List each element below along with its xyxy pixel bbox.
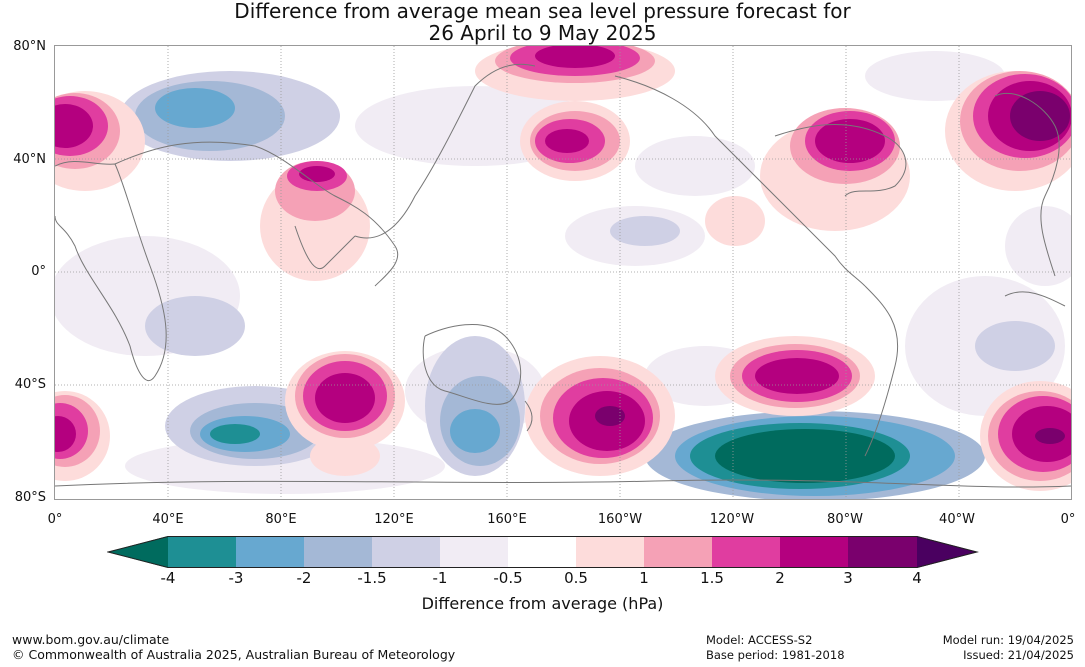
colorbar-segment-4 [372, 536, 440, 568]
colorbar-label-2: -3 [228, 569, 244, 587]
lon-label-160w: 160°W [597, 512, 643, 527]
lon-label-120e: 120°E [374, 512, 414, 527]
lat-label-80s: 80°S [14, 490, 46, 505]
lon-label-40e: 40°E [152, 512, 184, 527]
colorbar-segment-8 [644, 536, 712, 568]
lon-label-0-right: 0° [1060, 512, 1076, 527]
amundsen-low-core [715, 429, 895, 483]
lat-label-40n: 40°N [13, 152, 46, 167]
colorbar-arrow-left [107, 536, 168, 568]
colorbar-segment-1 [168, 536, 236, 568]
colorbar-label-9: 1.5 [700, 569, 724, 587]
lat-label-40s: 40°S [14, 377, 46, 392]
pressure-anomaly-map [54, 45, 1072, 500]
footer-run-info: Model run: 19/04/2025 Issued: 21/04/2025 [943, 633, 1074, 663]
colorbar-label-8: 1 [639, 569, 649, 587]
colorbar-label-1: -4 [160, 569, 176, 587]
colorbar-label-5: -1 [432, 569, 448, 587]
colorbar-segment-2 [236, 536, 304, 568]
colorbar-label-3: -2 [296, 569, 312, 587]
lon-label-120w: 120°W [709, 512, 755, 527]
lon-label-40w: 40°W [939, 512, 975, 527]
footer-model-run: Model run: 19/04/2025 [942, 633, 1074, 647]
colorbar-label-7: 0.5 [564, 569, 588, 587]
colorbar-label-10: 2 [775, 569, 785, 587]
colorbar-segment-6 [508, 536, 576, 568]
colorbar-segment-3 [304, 536, 372, 568]
extreme-positive-regions [595, 91, 1070, 444]
colorbar-segment-11 [848, 536, 917, 568]
chart-title: Difference from average mean sea level p… [0, 0, 1085, 44]
lon-label-0: 0° [47, 512, 63, 527]
footer-model: Model: ACCESS-S2 [706, 633, 813, 647]
footer-base-period: Base period: 1981-2018 [706, 648, 845, 662]
colorbar-segment-10 [780, 536, 848, 568]
lon-label-80w: 80°W [827, 512, 863, 527]
footer-issued: Issued: 21/04/2025 [963, 648, 1074, 662]
colorbar-title: Difference from average (hPa) [421, 594, 664, 613]
graticule [55, 46, 1071, 499]
colorbar-label-12: 4 [912, 569, 922, 587]
footer-url: www.bom.gov.au/climate [12, 632, 170, 647]
colorbar-segment-7 [576, 536, 644, 568]
footer-left: www.bom.gov.au/climate © Commonwealth of… [12, 632, 455, 662]
coastlines [55, 63, 1071, 488]
title-line-2: 26 April to 9 May 2025 [428, 21, 657, 45]
lat-label-0: 0° [31, 264, 46, 279]
colorbar [107, 536, 979, 568]
footer-model-info: Model: ACCESS-S2 Base period: 1981-2018 [706, 633, 845, 663]
lon-label-80e: 80°E [265, 512, 297, 527]
colorbar-segment-5 [440, 536, 508, 568]
footer-copyright: © Commonwealth of Australia 2025, Austra… [12, 647, 456, 662]
title-line-1: Difference from average mean sea level p… [234, 0, 851, 23]
lat-label-80n: 80°N [13, 39, 46, 54]
colorbar-label-4: -1.5 [357, 569, 387, 587]
colorbar-arrow-right [917, 536, 978, 568]
colorbar-segment-9 [712, 536, 780, 568]
lon-label-160e: 160°E [487, 512, 527, 527]
colorbar-label-6: -0.5 [493, 569, 523, 587]
colorbar-label-11: 3 [843, 569, 853, 587]
